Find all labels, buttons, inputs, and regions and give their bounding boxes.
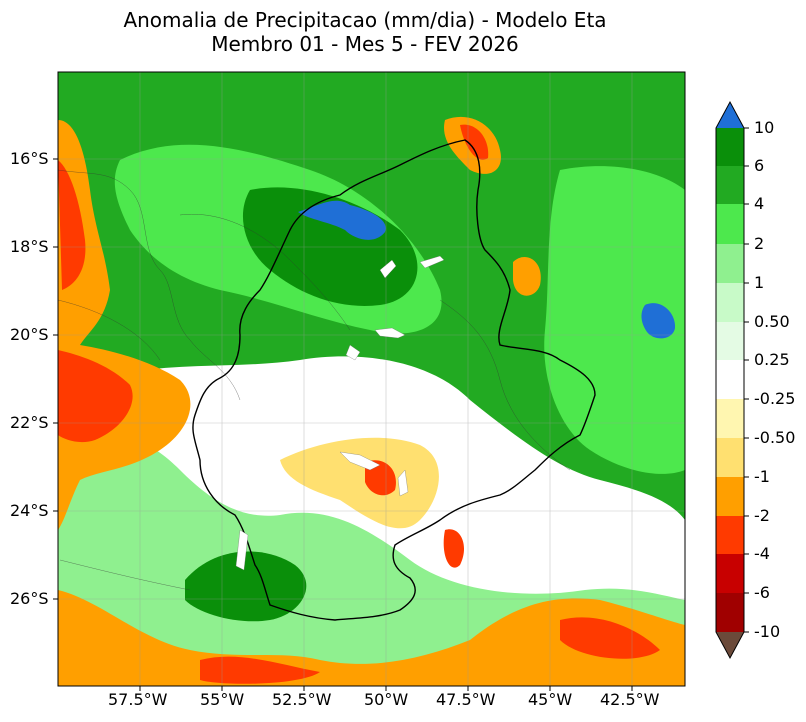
- red-zone-south: [200, 617, 660, 684]
- colorbar-bin-neg-4-6: [716, 554, 744, 593]
- colorbar-label-6: 6: [754, 156, 765, 175]
- anomaly-field: [58, 72, 685, 686]
- water-bodies: [235, 255, 445, 571]
- lon-label-47-5w: 47.5°W: [436, 690, 496, 709]
- lon-label-42-5w: 42.5°W: [600, 690, 660, 709]
- colorbar-bin-4-6: [716, 166, 744, 204]
- lat-label-18s: 18°S: [10, 237, 49, 256]
- heavy-rain-spot-east: [641, 303, 676, 339]
- colorbar-label-neg-10: -10: [754, 622, 781, 641]
- wet-zone-east: [544, 166, 685, 474]
- lon-label-55w: 55°W: [200, 690, 245, 709]
- graticule: [58, 72, 685, 686]
- lat-label-24s: 24°S: [10, 501, 49, 520]
- basin-outline: [192, 139, 596, 621]
- colorbar-bin-2-4: [716, 204, 744, 244]
- colorbar-bin-neutral: [716, 360, 744, 399]
- colorbar: [715, 100, 749, 660]
- map-title-line-2: Membro 01 - Mes 5 - FEV 2026: [211, 32, 519, 56]
- colorbar-bin-0.5-1: [716, 283, 744, 322]
- colorbar-label-0-25: 0.25: [754, 350, 790, 369]
- map-frame: [57, 71, 686, 687]
- lon-label-57-5w: 57.5°W: [108, 690, 168, 709]
- lon-label-50w: 50°W: [364, 690, 409, 709]
- colorbar-label-0-50: 0.50: [754, 312, 790, 331]
- lat-label-26s: 26°S: [10, 589, 49, 608]
- colorbar-label-2: 2: [754, 234, 765, 253]
- axis-ticks: [53, 158, 633, 691]
- colorbar-label-neg-4: -4: [754, 544, 770, 563]
- lat-label-22s: 22°S: [10, 413, 49, 432]
- colorbar-label-neg-2: -2: [754, 506, 770, 525]
- very-wet-zone-southwest: [185, 551, 307, 622]
- colorbar-bin-0.25-0.5: [716, 322, 744, 360]
- colorbar-label-neg-0-50: -0.50: [754, 428, 796, 447]
- colorbar-label-neg-1: -1: [754, 467, 770, 486]
- red-spot-north: [460, 124, 489, 160]
- colorbar-bin-6-10: [716, 128, 744, 166]
- lat-label-16s: 16°S: [10, 149, 49, 168]
- red-zone-central: [365, 460, 465, 568]
- lat-label-20s: 20°S: [10, 325, 49, 344]
- colorbar-label-neg-0-25: -0.25: [754, 389, 796, 408]
- colorbar-overflow-top: [716, 102, 744, 128]
- colorbar-label-neg-6: -6: [754, 583, 770, 602]
- colorbar-label-1: 1: [754, 273, 765, 292]
- colorbar-overflow-bottom: [716, 632, 744, 658]
- red-zone-west: [58, 160, 133, 443]
- state-borders: [58, 169, 571, 591]
- colorbar-bin-neg-1-2: [716, 477, 744, 516]
- lon-label-45w: 45°W: [528, 690, 573, 709]
- colorbar-bin-neg-6-10: [716, 593, 744, 632]
- colorbar-bin-neg-0.5-1: [716, 438, 744, 477]
- lon-label-52-5w: 52.5°W: [272, 690, 332, 709]
- map-title-line-1: Anomalia de Precipitacao (mm/dia) - Mode…: [123, 8, 607, 32]
- heavy-rain-spot-north: [298, 200, 386, 240]
- colorbar-bin-neg-0.25-0.5: [716, 399, 744, 438]
- colorbar-bin-neg-2-4: [716, 516, 744, 554]
- colorbar-label-4: 4: [754, 194, 765, 213]
- colorbar-label-10: 10: [754, 118, 775, 137]
- dry-zone-central: [280, 437, 439, 529]
- colorbar-bin-1-2: [716, 244, 744, 283]
- dry-spot-east: [513, 256, 541, 296]
